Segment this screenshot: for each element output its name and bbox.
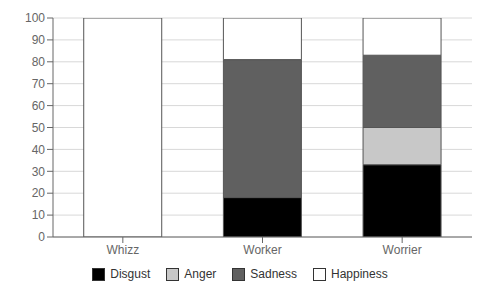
svg-text:60: 60 [32,99,46,113]
svg-text:Whizz: Whizz [106,243,139,257]
svg-text:50: 50 [32,121,46,135]
html-text:Anger: Anger [184,267,217,281]
svg-text:Worrier: Worrier [383,243,422,257]
svg-text:30: 30 [32,165,46,179]
svg-text:Worker: Worker [243,243,281,257]
svg-text:10: 10 [32,208,46,222]
svg-text:80: 80 [32,55,46,69]
html-text:Happiness: Happiness [331,267,388,281]
html-text:Sadness: Sadness [250,267,297,281]
svg-text:40: 40 [32,143,46,157]
svg-text:100: 100 [25,11,45,25]
html-text:Disgust: Disgust [110,267,151,281]
svg-text:90: 90 [32,33,46,47]
svg-text:0: 0 [38,230,45,244]
svg-text:70: 70 [32,77,46,91]
svg-text:20: 20 [32,186,46,200]
